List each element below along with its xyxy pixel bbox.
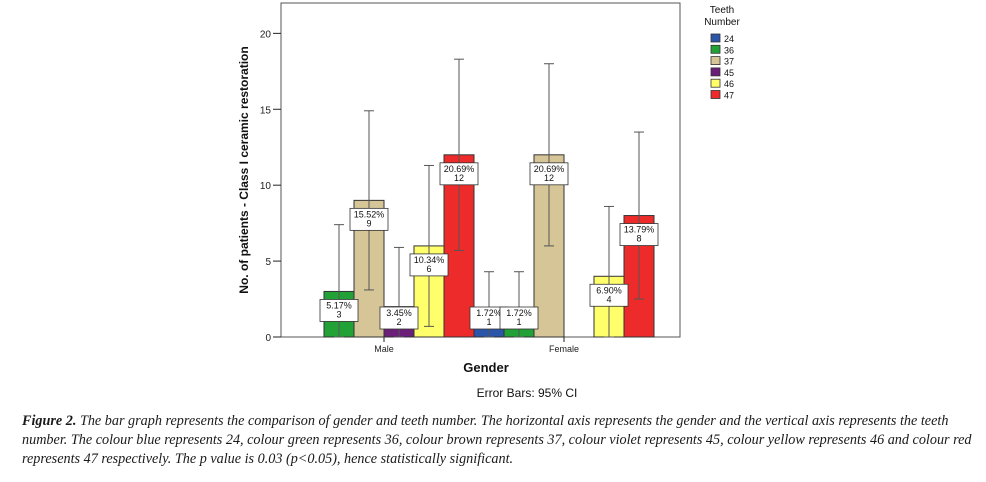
y-axis-label: No. of patients - Class I ceramic restor…	[237, 46, 251, 293]
legend-title: Teeth	[710, 5, 734, 16]
svg-text:12: 12	[544, 173, 554, 183]
svg-text:1: 1	[486, 317, 491, 327]
y-tick-label: 5	[265, 257, 271, 268]
y-tick-label: 15	[260, 105, 272, 116]
x-axis-label: Gender	[463, 360, 509, 375]
svg-text:3: 3	[336, 309, 341, 319]
error-bar	[454, 58, 464, 251]
data-label-45-male: 3.45%2	[379, 306, 419, 330]
data-label-37-male: 15.52%9	[349, 207, 389, 231]
error-bar	[544, 63, 554, 247]
svg-text:8: 8	[636, 234, 641, 244]
data-label-46-male: 10.34%6	[409, 253, 449, 277]
y-tick-label: 0	[265, 333, 271, 344]
svg-text:5.17%: 5.17%	[326, 300, 352, 310]
svg-text:45: 45	[724, 68, 734, 78]
svg-text:37: 37	[724, 57, 734, 67]
data-label-37-female: 20.69%12	[529, 162, 569, 186]
legend-item-46: 46	[710, 78, 734, 89]
x-tick-label: Male	[374, 344, 394, 354]
legend-item-47: 47	[710, 90, 734, 101]
svg-text:4: 4	[606, 294, 611, 304]
svg-text:20.69%: 20.69%	[534, 164, 565, 174]
bar-chart: 5.17%315.52%93.45%210.34%620.69%121.72%1…	[237, 2, 740, 400]
caption-label: Figure 2.	[22, 413, 77, 429]
legend-item-36: 36	[710, 44, 734, 55]
svg-text:1: 1	[516, 317, 521, 327]
legend-item-24: 24	[710, 33, 734, 44]
y-tick-label: 20	[260, 29, 272, 40]
data-label-36-male: 5.17%3	[319, 299, 359, 322]
svg-text:36: 36	[724, 45, 734, 55]
svg-text:6: 6	[426, 264, 431, 274]
svg-text:13.79%: 13.79%	[624, 225, 655, 235]
data-label-47-male: 20.69%12	[439, 162, 479, 186]
error-bar	[364, 110, 374, 291]
data-label-24-female: 1.72%1	[469, 306, 509, 330]
error-bar-note: Error Bars: 95% CI	[477, 386, 578, 400]
svg-text:1.72%: 1.72%	[476, 308, 502, 318]
error-bar	[634, 131, 644, 300]
legend-title: Number	[704, 17, 740, 28]
svg-text:3.45%: 3.45%	[386, 308, 412, 318]
svg-text:10.34%: 10.34%	[414, 255, 445, 265]
legend-item-45: 45	[710, 67, 734, 78]
svg-text:46: 46	[724, 79, 734, 89]
data-label-36-female: 1.72%1	[499, 306, 539, 330]
svg-text:2: 2	[396, 317, 401, 327]
svg-text:12: 12	[454, 173, 464, 183]
error-bar	[604, 205, 614, 338]
svg-text:20.69%: 20.69%	[444, 164, 475, 174]
svg-text:9: 9	[366, 218, 371, 228]
legend-item-37: 37	[710, 56, 734, 67]
x-tick-label: Female	[549, 344, 579, 354]
y-tick-label: 10	[260, 181, 272, 192]
caption-text: The bar graph represents the comparison …	[22, 413, 972, 467]
data-label-46-female: 6.90%4	[589, 283, 629, 307]
svg-text:15.52%: 15.52%	[354, 209, 385, 219]
svg-text:24: 24	[724, 34, 734, 44]
data-label-47-female: 13.79%8	[619, 223, 659, 246]
error-bar	[424, 164, 434, 327]
figure-caption: Figure 2. The bar graph represents the c…	[22, 412, 972, 469]
svg-text:6.90%: 6.90%	[596, 285, 622, 295]
svg-text:1.72%: 1.72%	[506, 308, 532, 318]
svg-text:47: 47	[724, 91, 734, 101]
